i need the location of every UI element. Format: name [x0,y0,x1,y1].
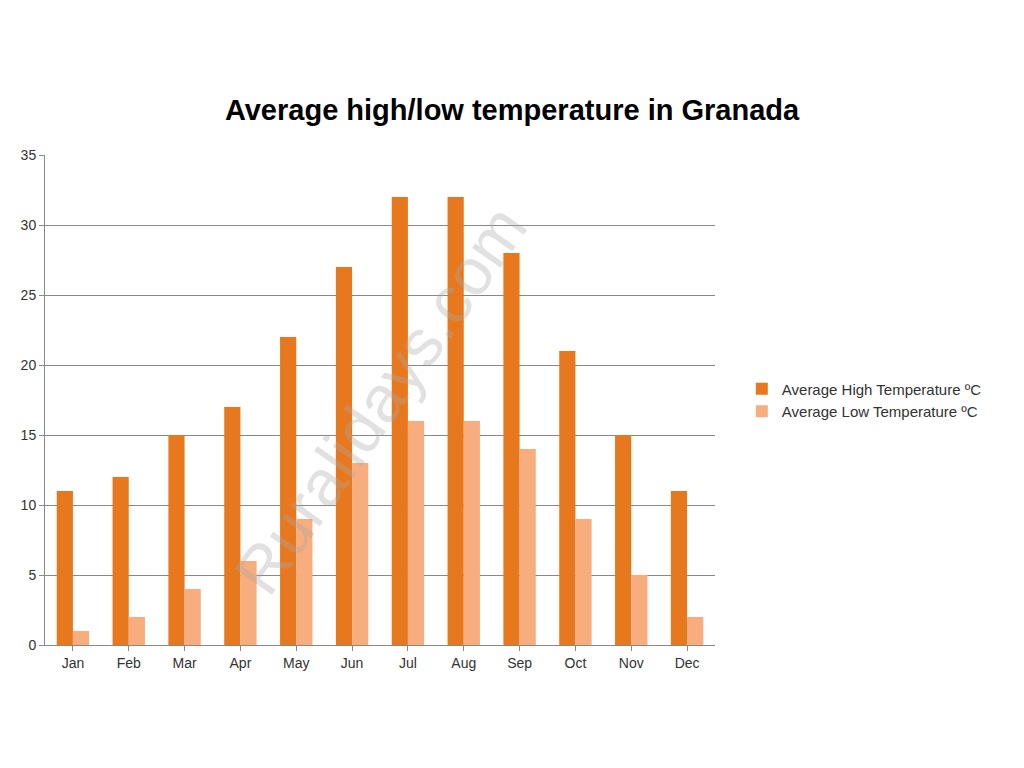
svg-text:20: 20 [21,357,37,373]
svg-text:5: 5 [28,567,36,583]
svg-text:Apr: Apr [230,655,252,671]
svg-text:Average high/low temperature i: Average high/low temperature in Granada [225,94,800,126]
svg-text:35: 35 [21,147,37,163]
svg-text:Oct: Oct [565,655,587,671]
svg-text:Ruralidays.com: Ruralidays.com [219,192,540,607]
svg-text:10: 10 [21,497,37,513]
svg-text:Jul: Jul [399,655,417,671]
svg-text:0: 0 [28,637,36,653]
svg-text:Average High Temperature ºC: Average High Temperature ºC [782,381,981,398]
svg-text:Nov: Nov [619,655,644,671]
svg-text:Jun: Jun [341,655,364,671]
svg-text:Jan: Jan [62,655,85,671]
svg-text:Feb: Feb [117,655,141,671]
svg-text:Dec: Dec [675,655,700,671]
svg-text:Mar: Mar [173,655,197,671]
svg-text:Aug: Aug [451,655,476,671]
svg-text:Average Low Temperature ºC: Average Low Temperature ºC [782,403,978,420]
svg-text:Sep: Sep [507,655,532,671]
svg-text:May: May [283,655,309,671]
svg-text:30: 30 [21,217,37,233]
svg-text:25: 25 [21,287,37,303]
svg-text:15: 15 [21,427,37,443]
